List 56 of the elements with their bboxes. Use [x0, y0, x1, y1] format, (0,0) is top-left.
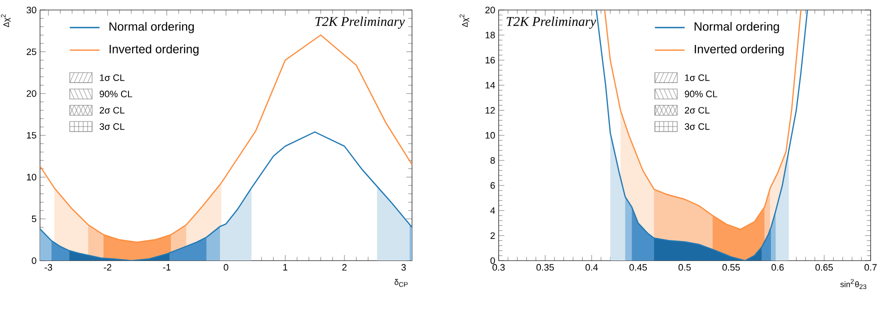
- x-tick-label: 0.3: [492, 264, 505, 271]
- x-tick-label: 0.6: [772, 264, 784, 271]
- legend-label: Inverted ordering: [110, 44, 198, 56]
- line-series: [40, 34, 412, 244]
- x-tick-label: 0: [224, 264, 228, 271]
- y-tick-label: 20: [26, 90, 36, 98]
- y-tick-label: 18: [486, 32, 495, 39]
- annotation: 2σ CL: [100, 107, 124, 114]
- annotation: 1σ CL: [685, 74, 710, 82]
- y-tick-label: 25: [26, 48, 36, 56]
- x-tick-label: 0.35: [536, 264, 554, 271]
- x-tick-label: -1: [163, 264, 170, 271]
- y-tick-label: 10: [26, 174, 36, 181]
- x-axis-title: δ$_{CP}$: [394, 279, 408, 288]
- x-tick-label: -2: [104, 264, 112, 271]
- legend-label: Inverted ordering: [694, 44, 784, 56]
- x-tick-label: 1: [283, 264, 288, 271]
- y-tick-label: 20: [485, 6, 495, 14]
- annotation: T2K Preliminary: [506, 16, 596, 29]
- y-tick-label: 0: [32, 258, 36, 264]
- annotation: 3σ CL: [684, 123, 710, 130]
- annotation: T2K Preliminary: [315, 16, 405, 29]
- y-tick-label: 0: [490, 258, 495, 264]
- x-tick-label: 3: [401, 264, 406, 271]
- y-tick-label: 5: [32, 216, 36, 222]
- annotation: 2σ CL: [684, 107, 710, 114]
- y-axis-title: Δχ$^{2}$: [460, 14, 470, 28]
- legend-label: Normal ordering: [694, 22, 779, 34]
- x-tick-label: -3: [44, 264, 52, 271]
- x-tick-label: 2: [342, 264, 347, 271]
- legend-label: Normal ordering: [110, 22, 194, 34]
- annotation: 1σ CL: [100, 74, 124, 82]
- y-axis-title: Δχ$^{2}$: [0, 14, 11, 28]
- y-tick-label: 4: [490, 207, 496, 214]
- annotation: 90% CL: [684, 90, 718, 98]
- x-tick-label: 0.4: [586, 264, 598, 271]
- x-tick-label: 0.5: [678, 264, 691, 271]
- line-series: [604, 10, 802, 230]
- x-tick-label: 0.7: [864, 264, 877, 271]
- line-series: [40, 132, 412, 261]
- line-series: [596, 10, 808, 261]
- y-tick-label: 15: [26, 132, 36, 139]
- y-tick-label: 6: [490, 182, 495, 189]
- y-tick-label: 16: [486, 57, 495, 64]
- x-tick-label: 0.55: [722, 264, 740, 271]
- y-tick-label: 2: [490, 232, 495, 240]
- y-tick-label: 14: [486, 82, 496, 89]
- x-axis-title: sin$^{2}$θ$_{23}$: [840, 279, 866, 290]
- y-tick-label: 10: [486, 132, 495, 139]
- y-tick-label: 12: [486, 107, 495, 114]
- annotation: 90% CL: [100, 90, 132, 98]
- annotation: 3σ CL: [100, 123, 124, 130]
- y-tick-label: 30: [26, 6, 36, 14]
- x-tick-label: 0.65: [815, 264, 833, 271]
- y-tick-label: 8: [490, 157, 495, 164]
- x-tick-label: 0.45: [629, 264, 647, 271]
